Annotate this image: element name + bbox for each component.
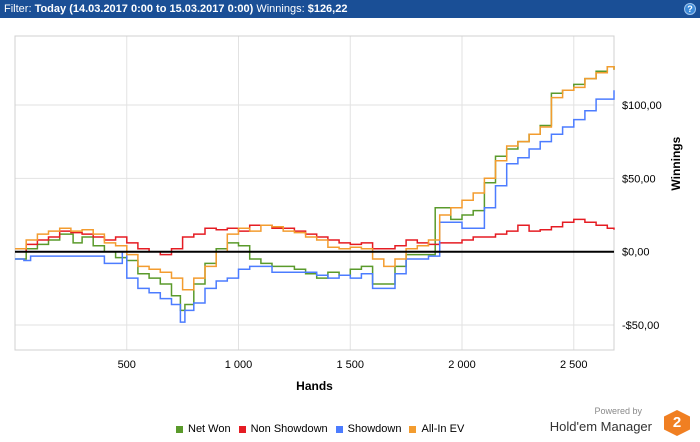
legend-label: Non Showdown <box>250 423 328 435</box>
y-tick-label: $100,00 <box>622 100 662 112</box>
winnings-label: Winnings: <box>256 3 305 15</box>
x-tick-label: 2 500 <box>560 359 588 371</box>
legend-item-net-won[interactable]: Net Won <box>176 423 231 435</box>
chart-legend: Net Won Non Showdown Showdown All-In EV <box>176 422 472 436</box>
y-tick-label: $50,00 <box>622 173 656 185</box>
legend-label: All-In EV <box>421 423 465 435</box>
filter-prefix: Filter: <box>4 3 32 15</box>
legend-swatch <box>409 425 417 433</box>
x-tick-label: 1 000 <box>225 359 253 371</box>
legend-swatch <box>238 425 246 433</box>
series-line-non-showdown <box>15 218 615 256</box>
x-axis-title: Hands <box>296 379 333 393</box>
legend-label: Showdown <box>347 423 402 435</box>
legend-swatch <box>335 425 343 433</box>
y-tick-label: $0,00 <box>622 247 650 259</box>
legend-item-non-showdown[interactable]: Non Showdown <box>238 423 328 435</box>
filter-date-range[interactable]: Today (14.03.2017 0:00 to 15.03.2017 0:0… <box>34 3 254 15</box>
product-name: Hold'em Manager <box>549 419 652 434</box>
y-tick-label: -$50,00 <box>622 320 659 332</box>
winnings-value: $126,22 <box>307 3 348 15</box>
legend-swatch <box>176 425 183 433</box>
x-tick-label: 2 000 <box>448 359 476 371</box>
filter-bar: Filter: Today (14.03.2017 0:00 to 15.03.… <box>0 0 700 18</box>
y-axis-title: Winnings <box>669 136 683 190</box>
powered-by-text: Powered by <box>594 406 642 416</box>
series-line-showdown <box>15 90 615 323</box>
branding: Powered by Hold'em Manager 2 <box>550 406 690 438</box>
hm2-logo-icon: 2 <box>664 410 690 436</box>
winnings-chart[interactable]: 500 1 000 1 500 2 000 2 500 -$50,00 $0,00 $50,… <box>0 18 700 442</box>
legend-label: Net Won <box>188 423 231 435</box>
series-line-all-in-ev <box>15 66 615 291</box>
x-tick-label: 500 <box>118 359 136 371</box>
help-icon[interactable]: ? <box>684 3 696 15</box>
legend-item-showdown[interactable]: Showdown <box>335 423 402 435</box>
plot-area <box>14 35 615 351</box>
series-line-net-won <box>15 66 615 312</box>
x-tick-label: 1 500 <box>336 359 364 371</box>
legend-item-all-in-ev[interactable]: All-In EV <box>409 423 464 435</box>
